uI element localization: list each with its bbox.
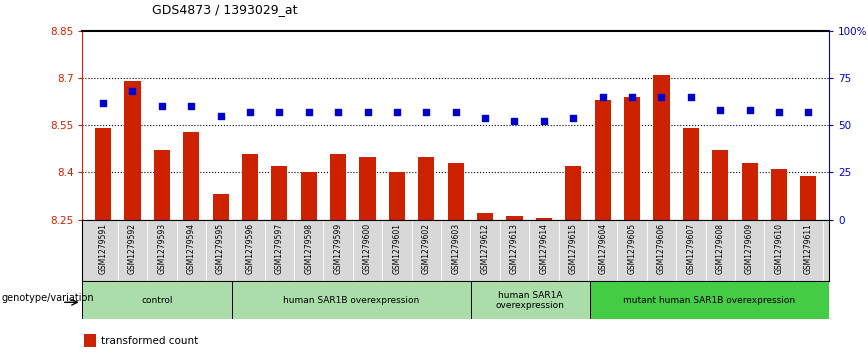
Bar (624, 97, 640, 220)
Point (302, 109, 316, 115)
Bar (213, 195, 228, 220)
Point (360, 109, 374, 115)
Text: GSM1279604: GSM1279604 (598, 223, 607, 274)
Point (214, 113, 227, 119)
Point (654, 94, 668, 100)
Point (595, 94, 609, 100)
Point (184, 103, 198, 109)
Bar (84, 334, 95, 347)
Point (566, 115, 580, 121)
Point (390, 109, 404, 115)
Text: control: control (141, 296, 173, 305)
Bar (536, 218, 552, 220)
Point (801, 109, 815, 115)
Bar (712, 150, 728, 220)
Bar (565, 166, 582, 220)
Bar (242, 154, 258, 220)
Text: GSM1279596: GSM1279596 (246, 223, 254, 274)
Bar (389, 172, 405, 220)
Text: GSM1279609: GSM1279609 (745, 223, 754, 274)
Bar (95, 129, 111, 220)
FancyBboxPatch shape (82, 281, 232, 319)
Text: GSM1279603: GSM1279603 (451, 223, 460, 274)
Text: GSM1279598: GSM1279598 (305, 223, 313, 274)
Point (96, 100, 110, 106)
Point (478, 115, 492, 121)
Point (449, 109, 463, 115)
Point (625, 94, 639, 100)
Text: GDS4873 / 1393029_at: GDS4873 / 1393029_at (152, 3, 298, 16)
Bar (654, 75, 669, 220)
Bar (477, 213, 493, 220)
Text: GSM1279600: GSM1279600 (363, 223, 372, 274)
Point (126, 88, 140, 94)
Point (537, 119, 551, 125)
Text: GSM1279595: GSM1279595 (216, 223, 225, 274)
Text: GSM1279607: GSM1279607 (687, 223, 695, 274)
Point (713, 107, 727, 113)
Text: GSM1279591: GSM1279591 (99, 223, 108, 274)
Bar (183, 131, 200, 220)
Text: GSM1279613: GSM1279613 (510, 223, 519, 274)
Bar (359, 157, 376, 220)
FancyBboxPatch shape (470, 281, 590, 319)
Point (419, 109, 433, 115)
Text: GSM1279602: GSM1279602 (422, 223, 431, 274)
Point (155, 103, 168, 109)
Text: GSM1279612: GSM1279612 (481, 223, 490, 274)
Text: GSM1279592: GSM1279592 (128, 223, 137, 274)
Point (273, 109, 286, 115)
Bar (300, 172, 317, 220)
FancyBboxPatch shape (232, 281, 470, 319)
Bar (448, 163, 464, 220)
Text: GSM1279615: GSM1279615 (569, 223, 578, 274)
Text: GSM1279593: GSM1279593 (157, 223, 167, 274)
Bar (595, 100, 611, 220)
FancyBboxPatch shape (590, 281, 829, 319)
Text: GSM1279608: GSM1279608 (716, 223, 725, 274)
Bar (741, 163, 758, 220)
Point (772, 109, 786, 115)
Bar (506, 216, 523, 220)
Text: genotype/variation: genotype/variation (2, 293, 95, 303)
Text: GSM1279611: GSM1279611 (804, 223, 812, 274)
Text: human SAR1B overexpression: human SAR1B overexpression (283, 296, 419, 305)
Text: GSM1279594: GSM1279594 (187, 223, 195, 274)
Bar (272, 166, 287, 220)
Text: transformed count: transformed count (102, 336, 199, 346)
Bar (418, 157, 434, 220)
Text: human SAR1A
overexpression: human SAR1A overexpression (496, 291, 565, 310)
Point (508, 119, 522, 125)
Text: GSM1279605: GSM1279605 (628, 223, 636, 274)
Text: GSM1279597: GSM1279597 (275, 223, 284, 274)
Text: GSM1279614: GSM1279614 (539, 223, 549, 274)
Point (743, 107, 757, 113)
Point (243, 109, 257, 115)
Text: GSM1279601: GSM1279601 (392, 223, 401, 274)
Text: GSM1279610: GSM1279610 (774, 223, 784, 274)
Bar (154, 150, 170, 220)
Bar (124, 81, 141, 220)
Bar (800, 176, 817, 220)
Bar (330, 154, 346, 220)
Text: GSM1279606: GSM1279606 (657, 223, 666, 274)
Text: GSM1279599: GSM1279599 (333, 223, 343, 274)
Bar (771, 169, 787, 220)
Point (684, 94, 698, 100)
Text: mutant human SAR1B overexpression: mutant human SAR1B overexpression (623, 296, 796, 305)
Point (332, 109, 345, 115)
Bar (683, 129, 699, 220)
